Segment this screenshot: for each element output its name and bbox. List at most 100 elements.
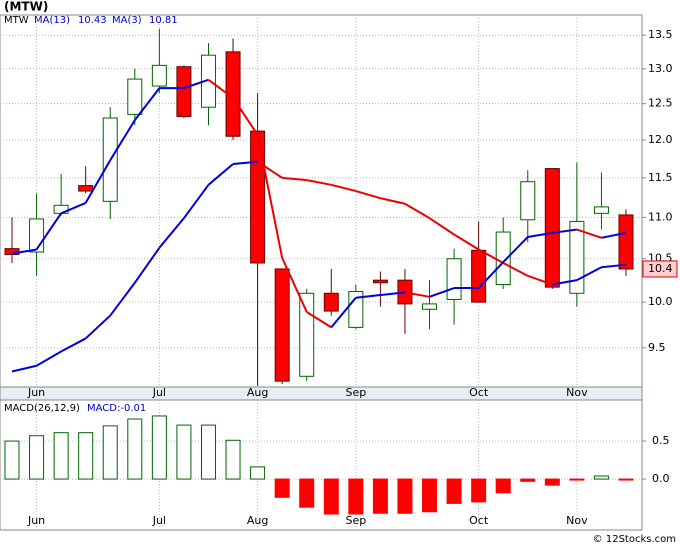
- x-tick-label: Aug: [247, 386, 268, 399]
- ma-line: [84, 314, 111, 340]
- candle-body: [471, 249, 487, 303]
- macd-bar: [422, 478, 438, 513]
- candle-body: [299, 292, 315, 377]
- candle-body: [127, 78, 143, 115]
- ma-line: [84, 159, 112, 204]
- ma-line: [331, 183, 357, 193]
- macd-bar: [397, 478, 413, 514]
- ma-line: [306, 179, 332, 186]
- ma-line: [478, 248, 504, 264]
- macd-bar: [29, 435, 45, 480]
- x-tick-label: Jun: [27, 386, 45, 399]
- ma-line: [502, 262, 529, 277]
- ma-line: [355, 190, 381, 200]
- ma-line: [134, 87, 161, 121]
- x-tick-label: Oct: [469, 386, 489, 399]
- macd-bar: [323, 478, 339, 515]
- macd-bar: [544, 478, 560, 486]
- candle-body: [78, 185, 94, 192]
- candle-body: [569, 220, 585, 294]
- macd-bar: [53, 432, 69, 480]
- macd-bar: [618, 478, 634, 481]
- legend-ma3: MA(3): [112, 15, 142, 26]
- ma-line: [404, 202, 431, 220]
- candle-body: [176, 66, 192, 118]
- ticker: MTW: [4, 15, 29, 26]
- candle-body: [520, 181, 536, 221]
- y-tick-label: 12.0: [648, 133, 673, 146]
- candle-body: [250, 130, 266, 264]
- macd-bar: [593, 475, 609, 480]
- x-tick-label: Aug: [247, 514, 268, 527]
- legend-ma13: MA(13): [34, 15, 70, 26]
- ma-line: [428, 217, 455, 236]
- macd-name: MACD(26,12,9): [4, 403, 80, 414]
- y-tick-label: 0.0: [652, 472, 670, 485]
- ma-line: [601, 263, 627, 269]
- ma-line: [576, 228, 602, 239]
- y-tick-label: 9.5: [648, 341, 666, 354]
- ma-line: [306, 311, 332, 329]
- ma-line: [380, 291, 406, 297]
- macd-bar: [102, 425, 118, 480]
- ma-line: [183, 78, 209, 90]
- candle-body: [446, 258, 462, 300]
- candle-body: [593, 206, 609, 214]
- candle-body: [618, 214, 634, 270]
- macd-bar: [372, 478, 388, 514]
- ma-line: [109, 119, 136, 161]
- ma-line: [207, 78, 234, 99]
- ma-line: [330, 297, 357, 329]
- ma-line: [502, 236, 529, 263]
- x-tick-label: Jul: [152, 386, 166, 399]
- ma-line: [109, 282, 136, 317]
- ma-line: [527, 231, 553, 238]
- candle-body: [29, 218, 45, 253]
- macd-bar: [176, 424, 192, 480]
- x-tick-label: Nov: [566, 386, 588, 399]
- ma-line: [576, 266, 602, 282]
- ma-line: [133, 247, 161, 284]
- x-axis-strip: [0, 386, 643, 401]
- y-tick-label: 11.5: [648, 171, 673, 184]
- candle-body: [323, 292, 339, 312]
- candle-body: [544, 168, 560, 288]
- ma-line: [453, 233, 480, 251]
- x-tick-label: Oct: [469, 514, 489, 527]
- ma-line: [552, 279, 578, 286]
- ma-line: [158, 217, 185, 249]
- y-tick-label: 11.0: [648, 210, 673, 223]
- x-tick-label: Jul: [152, 514, 166, 527]
- ma-line: [282, 176, 307, 182]
- x-tick-label: Nov: [566, 514, 588, 527]
- macd-panel: [0, 399, 643, 531]
- ma-line: [207, 163, 234, 186]
- candle-body: [397, 279, 413, 305]
- ma-line: [60, 201, 87, 215]
- macd-bar: [520, 478, 536, 482]
- macd-bar: [151, 415, 167, 480]
- ma-line: [429, 287, 455, 298]
- macd-bar: [471, 478, 487, 503]
- macd-bar: [250, 466, 266, 480]
- candle-body: [372, 279, 388, 284]
- macd-bar: [78, 432, 94, 480]
- footer: © 12Stocks.com: [593, 534, 676, 545]
- ma-line: [35, 212, 62, 251]
- y-tick-label: 13.0: [648, 62, 673, 75]
- macd-bar: [200, 424, 216, 480]
- candle-body: [274, 268, 290, 382]
- legend-ma3-value: 10.81: [149, 15, 178, 26]
- title: (MTW): [4, 0, 48, 14]
- macd-bar: [348, 478, 364, 515]
- ma-line: [232, 97, 259, 136]
- candle-body: [225, 51, 241, 137]
- x-tick-label: Sep: [345, 514, 366, 527]
- macd-bar: [495, 478, 511, 494]
- ma-line: [355, 294, 381, 299]
- y-tick-label: 12.5: [648, 97, 673, 110]
- x-tick-label: Sep: [345, 386, 366, 399]
- macd-bar: [446, 478, 462, 504]
- ma-line: [11, 364, 37, 373]
